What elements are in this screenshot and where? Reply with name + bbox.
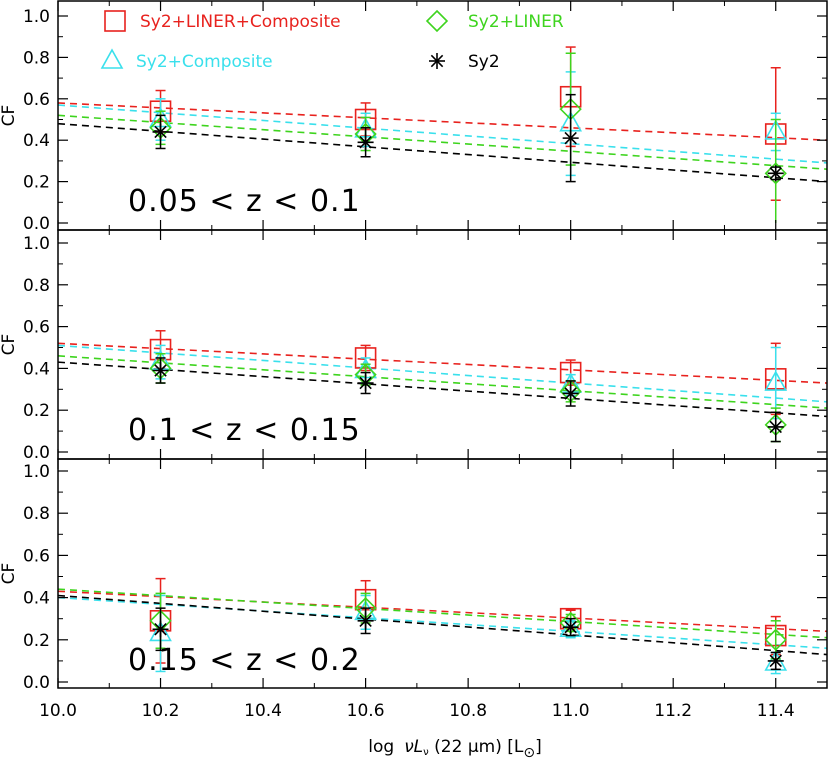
y-tick-label: 1.0: [23, 462, 50, 482]
legend: Sy2+LINER+Composite Sy2+LINER Sy2+Composit…: [100, 9, 564, 72]
panel-1: 0.0 0.2 0.4 0.6 0.8 1.0 CF 0.05 < z < 0.1: [0, 0, 828, 234]
legend-item-sy2_liner: Sy2+LINER: [425, 9, 564, 33]
x-tick-label: 10.4: [244, 701, 282, 721]
point-sy2_liner: [764, 628, 787, 651]
redshift-range-label: 0.1 < z < 0.15: [128, 413, 361, 448]
y-tick-label: 0.8: [23, 504, 50, 524]
point-sy2: [357, 612, 374, 629]
legend-marker-sy2_liner: [425, 9, 449, 33]
point-sy2: [562, 619, 579, 636]
point-sy2: [152, 621, 169, 638]
x-tick-label: 10.0: [39, 701, 77, 721]
y-tick-label: 0.4: [23, 131, 50, 151]
point-sy2-stroke: [359, 376, 372, 390]
fit-line-sy2_liner_comp: [57, 590, 828, 633]
legend-item-sy2_liner_comp: Sy2+LINER+Composite: [104, 10, 341, 32]
x-axis-title: log νLν (22 μm) [L⊙]: [368, 737, 541, 761]
fit-line-sy2_liner_comp: [57, 102, 828, 141]
x-tick-label: 10.8: [449, 701, 487, 721]
x-axis-title-sun: ⊙: [523, 745, 535, 761]
y-tick-label: 0.2: [23, 173, 50, 193]
y-tick-label: 0.8: [23, 48, 50, 68]
x-axis-title-sub: ν: [423, 747, 429, 758]
x-axis-title-nu: νL: [404, 737, 423, 757]
point-sy2: [562, 130, 579, 147]
fit-line-sy2_liner_comp: [57, 342, 828, 384]
y-tick-label: 0.6: [23, 90, 50, 110]
legend-marker-sy2_comp: [100, 48, 124, 69]
y-tick-label: 1.0: [23, 234, 50, 254]
point-sy2-stroke: [564, 131, 577, 145]
y-tick-label: 0.6: [23, 318, 50, 338]
y-tick-label: 0.4: [23, 359, 50, 379]
point-sy2: [767, 418, 784, 435]
point-sy2: [767, 652, 784, 669]
panel-3: 0.0 0.2 0.4 0.6 0.8 1.0 CF 0.15 < z < 0.2: [0, 458, 828, 693]
point-sy2: [357, 134, 374, 151]
panel-frame: [57, 458, 828, 689]
legend-marker-sy2-stroke: [430, 54, 444, 68]
fit-line-sy2: [57, 122, 828, 183]
point-sy2-stroke: [154, 623, 167, 636]
fit-line-sy2_liner: [57, 588, 828, 639]
panels-layer: 0.0 0.2 0.4 0.6 0.8 1.0 CF 0.05 < z < 0.1 0.0 0.2…: [0, 0, 828, 721]
fit-line-sy2: [57, 594, 828, 656]
fit-line-sy2: [57, 361, 828, 418]
fit-line-sy2_comp: [57, 596, 828, 650]
y-axis-title: CF: [0, 334, 19, 356]
y-tick-label: 0.0: [23, 214, 50, 234]
x-axis-title-close: ]: [535, 737, 542, 757]
x-tick-label: 10.2: [142, 701, 180, 721]
redshift-range-label: 0.15 < z < 0.2: [128, 643, 361, 678]
x-tick-label: 11.4: [757, 701, 795, 721]
point-sy2_liner: [764, 162, 787, 185]
point-sy2-stroke: [564, 620, 577, 634]
point-sy2-stroke: [769, 420, 782, 434]
point-sy2-stroke: [154, 125, 167, 139]
x-tick-label: 11.0: [552, 701, 590, 721]
legend-item-sy2_comp: Sy2+Composite: [100, 48, 273, 72]
legend-label-sy2_comp: Sy2+Composite: [136, 52, 273, 72]
y-tick-label: 0.4: [23, 589, 50, 609]
y-tick-label: 0.8: [23, 276, 50, 296]
redshift-range-label: 0.05 < z < 0.1: [128, 184, 361, 219]
point-sy2-stroke: [769, 167, 782, 180]
fit-line-sy2_comp: [57, 104, 828, 164]
fit-line-sy2_comp: [57, 344, 828, 403]
point-sy2: [562, 385, 579, 402]
y-tick-label: 0.0: [23, 443, 50, 463]
fit-line-sy2_liner: [57, 355, 828, 409]
y-axis-title: CF: [0, 563, 19, 585]
point-sy2: [357, 375, 374, 392]
point-sy2-stroke: [154, 364, 167, 377]
legend-item-sy2: Sy2: [429, 52, 500, 72]
point-sy2: [152, 362, 169, 379]
legend-label-sy2_liner_comp: Sy2+LINER+Composite: [140, 12, 341, 32]
point-sy2: [152, 123, 169, 140]
y-tick-label: 1.0: [23, 7, 50, 27]
point-sy2-stroke: [769, 654, 782, 668]
point-sy2-stroke: [359, 614, 372, 628]
y-tick-label: 0.6: [23, 546, 50, 566]
fit-line-sy2_liner: [57, 114, 828, 170]
legend-marker-sy2: [429, 53, 445, 69]
x-tick-label: 10.6: [347, 701, 385, 721]
point-sy2: [767, 165, 784, 182]
y-tick-label: 0.0: [23, 673, 50, 693]
y-tick-label: 0.2: [23, 401, 50, 421]
y-axis-title: CF: [0, 105, 19, 127]
legend-label-sy2: Sy2: [468, 52, 500, 72]
x-tick-label: 11.2: [654, 701, 692, 721]
x-axis-title-prefix: log: [368, 737, 394, 757]
legend-label-sy2_liner: Sy2+LINER: [468, 12, 564, 32]
panel-2: 0.0 0.2 0.4 0.6 0.8 1.0 CF 0.1 < z < 0.15: [0, 229, 828, 463]
x-axis-title-suffix: (22 μm) [L: [429, 737, 524, 757]
legend-marker-sy2_liner_comp: [104, 10, 126, 32]
y-tick-label: 0.2: [23, 631, 50, 651]
point-sy2_comp: [764, 370, 788, 391]
point-sy2-stroke: [564, 387, 577, 400]
point-sy2-stroke: [359, 136, 372, 149]
